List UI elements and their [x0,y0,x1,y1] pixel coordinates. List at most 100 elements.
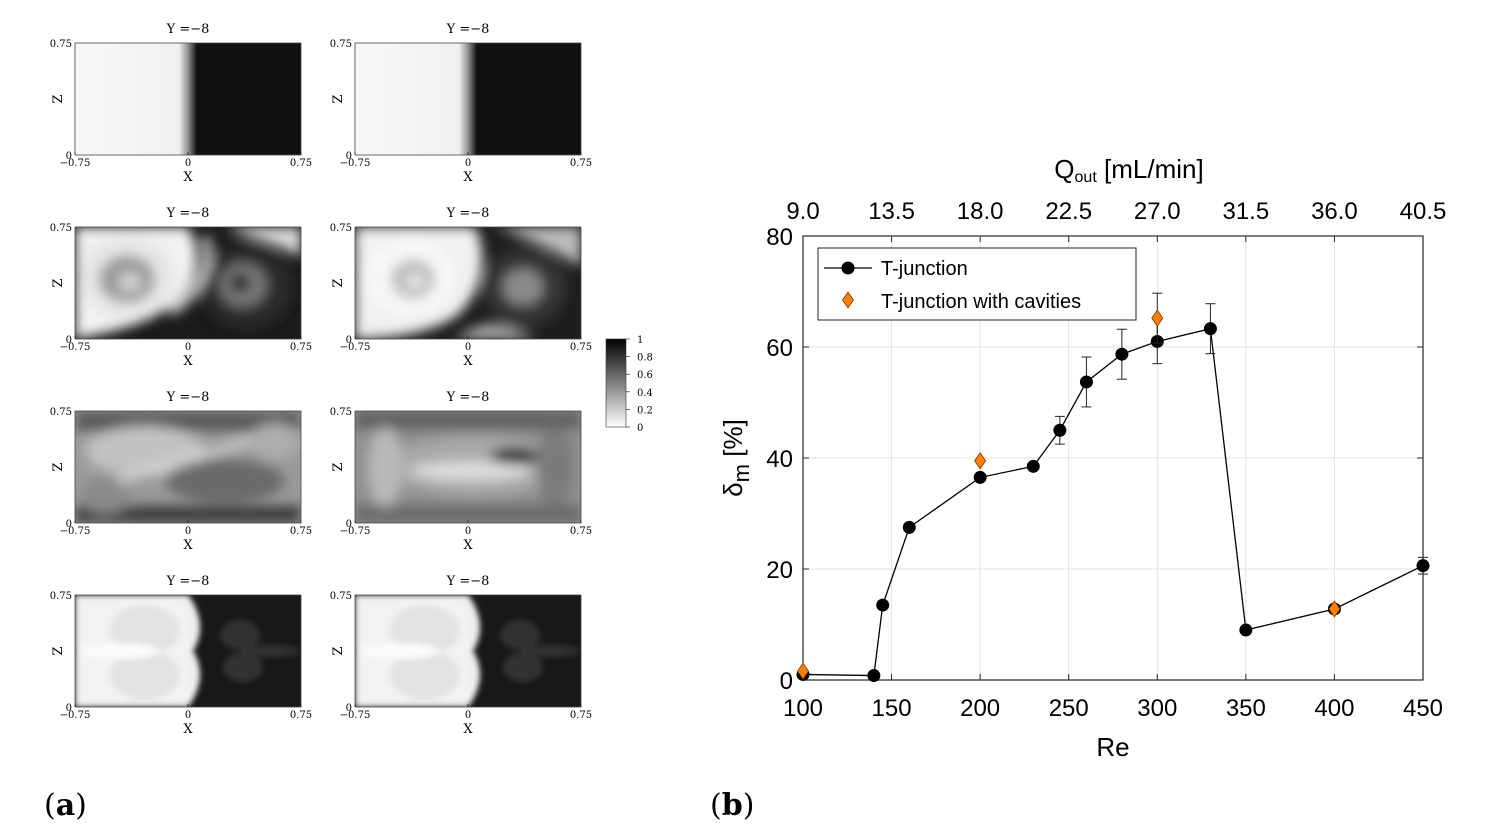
x-tick-label: 0.75 [290,526,312,537]
data-point [973,470,987,484]
y-tick-label: 40 [766,446,793,473]
y-tick-label: 0.75 [50,223,72,234]
data-point [1053,423,1067,437]
x-tick-label: 0 [465,158,471,169]
subplot-title: Y =−8 [166,390,210,405]
panel-label-a: (a) [44,788,87,823]
y-axis-label: δm [%] [718,419,754,497]
top-tick-label: 27.0 [1134,198,1181,225]
x-axis-label: X [183,354,193,369]
subplot-title: Y =−8 [166,574,210,589]
x-tick-label: −0.75 [340,158,371,169]
x-tick-label: 0 [185,526,191,537]
colorbar: 1 0.8 0.6 0.4 0.2 0 [605,335,653,434]
data-point [1416,559,1430,573]
x-tick-label: −0.75 [60,158,91,169]
top-tick-label: 40.5 [1400,198,1447,225]
colorbar-tick-label: 0.4 [637,388,653,399]
x-tick-label: −0.75 [340,710,371,721]
subplot-title: Y =−8 [446,206,490,221]
x-tick-label: −0.75 [60,342,91,353]
concentration-field [355,227,581,339]
x-tick-label: 100 [783,695,823,722]
y-tick-label: 0 [346,151,352,162]
y-axis-label: Z [331,646,346,655]
top-tick-label: 9.0 [786,198,819,225]
series-t-junction [796,303,1430,683]
data-point [1151,309,1164,327]
x-axis-label: X [463,354,473,369]
x-tick-label: 0 [185,710,191,721]
y-axis-label: Z [51,462,66,471]
x-tick-label: −0.75 [60,710,91,721]
y-tick-label: 0 [346,519,352,530]
concentration-field [75,43,301,155]
x-tick-label: 350 [1226,695,1266,722]
x-tick-label: 0 [465,342,471,353]
subplot-title: Y =−8 [446,22,490,37]
y-tick-label: 0 [66,519,72,530]
x-tick-label: 150 [872,695,912,722]
data-point [1328,600,1341,618]
y-tick-label: 0.75 [330,407,352,418]
y-tick-label: 0.75 [330,39,352,50]
x-tick-label: 200 [960,695,1000,722]
x-tick-label: 0 [465,526,471,537]
x-axis-label: X [463,538,473,553]
x-axis-label: X [183,538,193,553]
colorbar-tick-label: 0.2 [637,405,653,416]
x-tick-label: 0.75 [290,342,312,353]
x-axis-label: X [183,170,193,185]
concentration-field [75,411,301,523]
subplot-title: Y =−8 [446,574,490,589]
top-axis-label: Qout [mL/min] [1054,154,1203,186]
panel-label-b: (b) [710,788,754,823]
data-point [867,669,881,683]
y-axis-label: Z [51,278,66,287]
concentration-field [355,411,581,523]
x-tick-label: 250 [1049,695,1089,722]
x-tick-label: −0.75 [60,526,91,537]
data-point [876,598,890,612]
colorbar-tick-label: 1 [637,335,643,346]
top-tick-label: 18.0 [957,198,1004,225]
top-tick-label: 13.5 [868,198,915,225]
x-tick-label: 0 [185,158,191,169]
series-t-junction-with-cavities [797,292,1341,680]
y-tick-label: 0.75 [50,407,72,418]
y-tick-label: 60 [766,335,793,362]
data-point [1115,347,1129,361]
y-tick-label: 0.75 [330,591,352,602]
x-tick-label: 450 [1403,695,1443,722]
top-tick-label: 36.0 [1311,198,1358,225]
subplot-title: Y =−8 [446,390,490,405]
colorbar-tick-label: 0.6 [637,370,653,381]
legend: T-junction T-junction with cavities [817,247,1137,321]
svg-text:(b): (b) [710,788,754,823]
y-axis-label: Z [331,94,346,103]
top-tick-label: 22.5 [1045,198,1092,225]
x-tick-label: 0.75 [290,158,312,169]
colorbar-tick-label: 0.8 [637,353,653,364]
x-tick-label: 0.75 [570,526,592,537]
top-tick-label: 31.5 [1222,198,1269,225]
y-axis-label: Z [331,278,346,287]
concentration-field [75,227,301,339]
y-tick-label: 0 [346,703,352,714]
x-tick-label: 0.75 [570,158,592,169]
data-point [1079,375,1093,389]
concentration-field [75,595,301,707]
legend-label: T-junction [881,258,968,280]
y-tick-label: 0 [780,668,793,695]
concentration-field [355,595,581,707]
